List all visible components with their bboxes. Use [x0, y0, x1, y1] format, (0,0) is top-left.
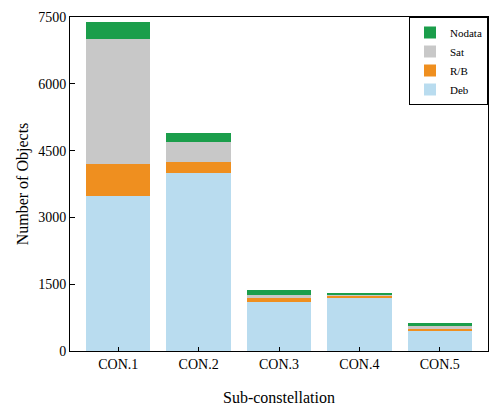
- svg-text:Sub-constellation: Sub-constellation: [223, 389, 335, 406]
- svg-text:1500: 1500: [38, 277, 66, 292]
- svg-text:Deb: Deb: [450, 84, 469, 96]
- svg-text:R/B: R/B: [450, 65, 468, 77]
- svg-text:CON.4: CON.4: [339, 357, 379, 372]
- svg-text:CON.3: CON.3: [259, 357, 299, 372]
- svg-text:7500: 7500: [38, 10, 66, 25]
- svg-text:Number of Objects: Number of Objects: [14, 123, 32, 246]
- svg-text:Sat: Sat: [450, 46, 464, 58]
- svg-text:3000: 3000: [38, 210, 66, 225]
- svg-text:CON.5: CON.5: [420, 357, 460, 372]
- svg-text:CON.1: CON.1: [98, 357, 138, 372]
- svg-text:CON.2: CON.2: [179, 357, 219, 372]
- svg-text:6000: 6000: [38, 77, 66, 92]
- svg-text:4500: 4500: [38, 144, 66, 159]
- svg-text:Nodata: Nodata: [450, 27, 482, 39]
- svg-text:0: 0: [59, 344, 66, 359]
